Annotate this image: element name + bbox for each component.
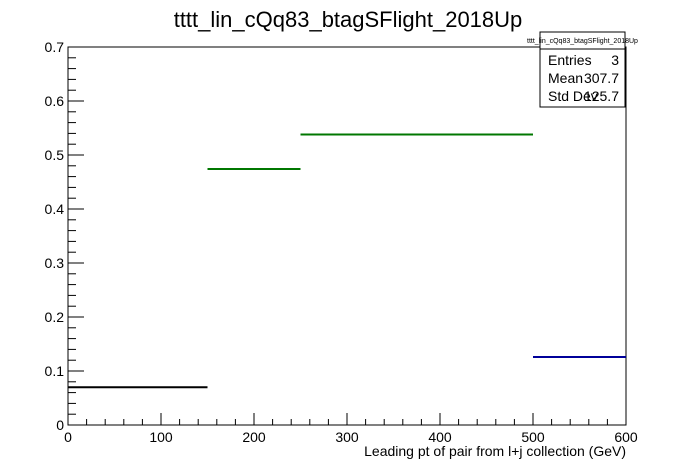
stats-box-frame (539, 31, 626, 108)
stats-box-title: tttt_lin_cQq83_btagSFlight_2018Up (527, 38, 638, 45)
stats-mean-value: 307.7 (584, 70, 619, 86)
x-tick-label: 200 (242, 429, 266, 445)
x-tick-label: 500 (521, 429, 545, 445)
x-axis-label: Leading pt of pair from l+j collection (… (364, 443, 626, 459)
x-tick-label: 300 (335, 429, 359, 445)
stats-entries-value: 3 (611, 52, 619, 68)
x-tick-label: 400 (428, 429, 452, 445)
y-tick-label: 0.6 (45, 93, 65, 109)
x-tick-label: 100 (149, 429, 173, 445)
y-tick-label: 0 (56, 417, 64, 433)
y-tick-label: 0.3 (45, 255, 65, 271)
chart-title: tttt_lin_cQq83_btagSFlight_2018Up (174, 7, 523, 32)
y-axis-ticks (68, 46, 84, 426)
stats-mean-label: Mean (548, 70, 583, 86)
x-axis-tick-labels: 0 100 200 300 400 500 600 (64, 429, 638, 445)
histogram-bins (68, 133, 626, 389)
y-axis-tick-labels: 0 0.1 0.2 0.3 0.4 0.5 0.6 0.7 (45, 39, 65, 433)
y-tick-label: 0.5 (45, 147, 65, 163)
y-tick-label: 0.7 (45, 39, 65, 55)
stats-entries-label: Entries (548, 52, 592, 68)
x-tick-label: 600 (614, 429, 638, 445)
x-tick-label: 0 (64, 429, 72, 445)
y-tick-label: 0.1 (45, 363, 65, 379)
stats-stddev-label: Std Dev (548, 88, 598, 104)
y-tick-label: 0.4 (45, 201, 65, 217)
stats-box: tttt_lin_cQq83_btagSFlight_2018Up Entrie… (527, 31, 638, 108)
x-axis-ticks (67, 413, 627, 425)
y-tick-label: 0.2 (45, 309, 65, 325)
stats-stddev-value: 125.7 (584, 88, 619, 104)
